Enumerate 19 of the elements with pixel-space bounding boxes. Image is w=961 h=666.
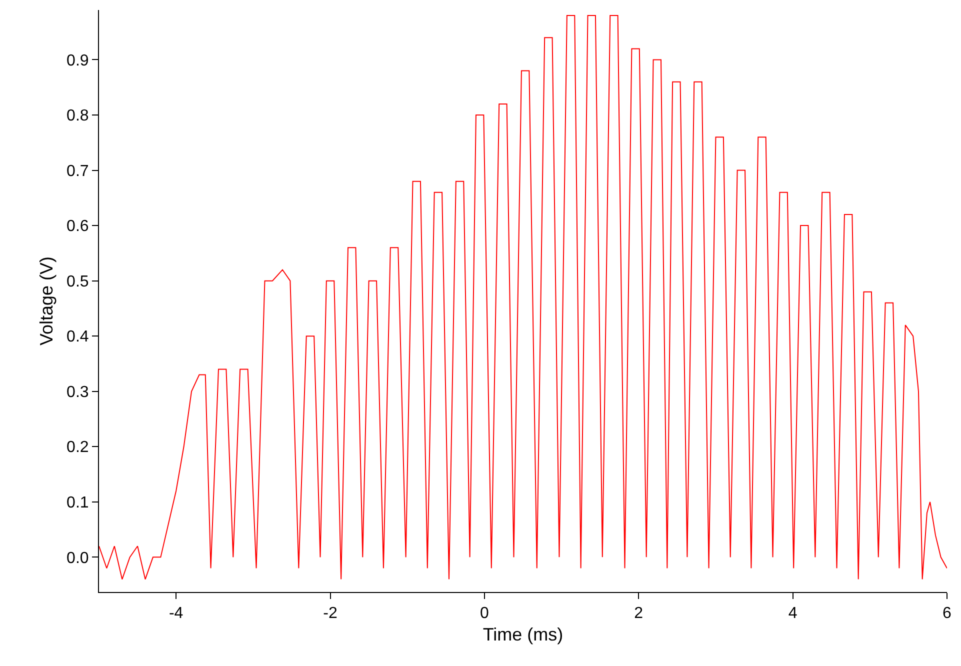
y-tick-label: 0.7	[66, 162, 89, 180]
y-tick-label: 0.4	[66, 328, 89, 346]
y-tick-label: 0.1	[66, 494, 89, 512]
y-axis-title: Voltage (V)	[36, 256, 57, 346]
y-tick-label: 0.5	[66, 273, 89, 290]
y-tick-label: 0.3	[66, 384, 89, 401]
line-series	[99, 15, 947, 580]
y-tick-label: 0.0	[66, 550, 89, 567]
x-tick-label: 6	[942, 605, 952, 622]
x-tick-label: 2	[634, 605, 644, 622]
x-axis-title: Time (ms)	[482, 624, 564, 644]
x-tick-label: 0	[480, 605, 489, 622]
y-tick-label: 0.8	[66, 108, 89, 125]
y-tick-label: 0.2	[66, 439, 89, 456]
x-tick-label: 4	[788, 605, 798, 622]
y-tick-label: 0.9	[66, 52, 89, 70]
y-tick-label: 0.6	[66, 218, 89, 236]
x-tick-label: -2	[323, 605, 338, 622]
x-tick-label: -4	[168, 605, 184, 622]
